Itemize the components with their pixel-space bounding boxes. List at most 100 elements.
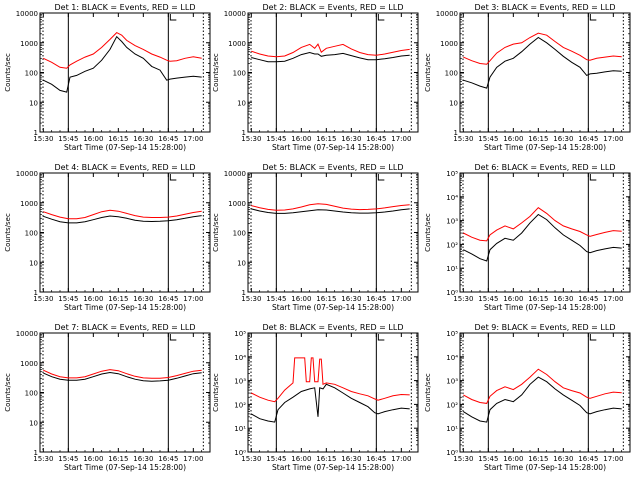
y-axis-label: Counts/sec <box>4 373 12 412</box>
detector-panel: Det 4: BLACK = Events, RED = LLD 1 10 100 10… <box>4 163 211 312</box>
x-tick-label: 16:30 <box>133 455 153 463</box>
plot-frame <box>247 12 419 133</box>
lld-series-line <box>251 43 410 58</box>
lld-series-line <box>463 207 622 242</box>
y-tick-label: 10 <box>29 99 38 107</box>
y-tick-label: 10² <box>446 241 458 249</box>
x-tick-label: 16:00 <box>503 295 523 303</box>
chart-title: Det 8: BLACK = Events, RED = LLD <box>263 323 404 332</box>
x-tick-label: 16:45 <box>158 295 178 303</box>
y-axis-label: Counts/sec <box>4 213 12 252</box>
x-tick-label: 16:15 <box>316 295 336 303</box>
detector-panel: Det 6: BLACK = Events, RED = LLD 10⁰ 10¹ 10… <box>424 163 631 312</box>
plot-frame <box>459 172 631 293</box>
x-tick-label: 16:00 <box>291 295 311 303</box>
y-tick-label: 10 <box>29 419 38 427</box>
y-axis-label: Counts/sec <box>424 213 432 252</box>
y-tick-label: 10000 <box>224 170 246 178</box>
y-tick-label: 10¹ <box>446 425 458 433</box>
x-tick-label: 15:30 <box>453 455 473 463</box>
lld-series-line <box>43 31 202 69</box>
detector-panel: Det 9: BLACK = Events, RED = LLD 10⁰ 10¹ 10… <box>424 323 631 472</box>
events-series-line <box>463 36 622 89</box>
y-tick-label: 10⁵ <box>446 330 458 338</box>
y-tick-label: 10³ <box>234 378 246 386</box>
x-tick-label: 15:45 <box>266 295 286 303</box>
y-tick-label: 10000 <box>224 10 246 18</box>
marker-bracket <box>169 174 177 181</box>
x-tick-label: 16:45 <box>578 135 598 143</box>
detector-panel: Det 5: BLACK = Events, RED = LLD 1 10 100 10… <box>212 163 419 312</box>
x-tick-label: 16:30 <box>133 135 153 143</box>
lld-series-line <box>251 357 410 403</box>
lld-series-line <box>463 368 622 404</box>
x-tick-label: 16:30 <box>341 295 361 303</box>
y-tick-label: 10⁵ <box>234 330 246 338</box>
x-tick-label: 15:45 <box>58 295 78 303</box>
x-tick-label: 16:15 <box>108 455 128 463</box>
y-tick-label: 10³ <box>446 378 458 386</box>
y-tick-label: 10⁴ <box>446 354 458 362</box>
y-tick-label: 10 <box>237 99 246 107</box>
x-tick-label: 16:15 <box>528 135 548 143</box>
marker-bracket <box>377 174 385 181</box>
y-tick-label: 1000 <box>20 360 38 368</box>
detector-panel: Det 1: BLACK = Events, RED = LLD 1 10 100 10… <box>4 3 211 152</box>
y-tick-label: 10¹ <box>234 425 246 433</box>
marker-bracket <box>169 334 177 341</box>
y-tick-label: 10000 <box>16 10 38 18</box>
x-tick-label: 15:30 <box>33 455 53 463</box>
y-tick-label: 100 <box>25 390 38 398</box>
y-tick-label: 10⁵ <box>446 170 458 178</box>
x-axis-label: Start Time (07-Sep-14 15:28:00) <box>484 143 606 152</box>
x-tick-label: 16:30 <box>341 455 361 463</box>
y-tick-label: 10⁰ <box>446 449 458 457</box>
plot-frame <box>39 332 211 453</box>
plot-frame <box>39 172 211 293</box>
marker-bracket <box>589 334 597 341</box>
x-tick-label: 16:45 <box>366 135 386 143</box>
x-tick-label: 16:00 <box>83 135 103 143</box>
x-tick-label: 16:00 <box>83 455 103 463</box>
x-tick-label: 16:15 <box>528 295 548 303</box>
y-tick-label: 100 <box>25 230 38 238</box>
chart-title: Det 3: BLACK = Events, RED = LLD <box>475 3 616 12</box>
y-tick-label: 10000 <box>16 330 38 338</box>
marker-bracket <box>589 14 597 21</box>
plot-frame <box>247 332 419 453</box>
x-axis-label: Start Time (07-Sep-14 15:28:00) <box>272 143 394 152</box>
events-series-line <box>43 371 202 382</box>
x-tick-label: 16:15 <box>316 135 336 143</box>
x-tick-label: 16:45 <box>158 455 178 463</box>
y-axis-label: Counts/sec <box>424 53 432 92</box>
x-tick-label: 16:30 <box>341 135 361 143</box>
x-axis-label: Start Time (07-Sep-14 15:28:00) <box>64 303 186 312</box>
events-series-line <box>463 213 622 262</box>
x-tick-label: 15:45 <box>478 455 498 463</box>
lld-series-line <box>463 32 622 65</box>
events-series-line <box>251 208 410 214</box>
y-axis-label: Counts/sec <box>212 53 220 92</box>
x-tick-label: 15:45 <box>266 455 286 463</box>
x-tick-label: 16:30 <box>133 295 153 303</box>
y-tick-label: 100 <box>25 70 38 78</box>
events-series-line <box>251 383 410 423</box>
y-tick-label: 10000 <box>16 170 38 178</box>
marker-bracket <box>589 174 597 181</box>
x-tick-label: 15:45 <box>478 135 498 143</box>
y-tick-label: 10¹ <box>446 265 458 273</box>
x-tick-label: 16:00 <box>291 135 311 143</box>
marker-bracket <box>169 14 177 21</box>
lld-series-line <box>251 203 410 211</box>
y-tick-label: 1 <box>34 289 38 297</box>
x-tick-label: 16:15 <box>316 455 336 463</box>
y-axis-label: Counts/sec <box>424 373 432 412</box>
y-tick-label: 10 <box>237 259 246 267</box>
y-tick-label: 10 <box>449 99 458 107</box>
y-tick-label: 10⁴ <box>234 354 246 362</box>
x-axis-label: Start Time (07-Sep-14 15:28:00) <box>484 303 606 312</box>
y-tick-label: 1 <box>242 289 246 297</box>
x-tick-label: 16:45 <box>366 295 386 303</box>
x-tick-label: 17:00 <box>183 455 203 463</box>
